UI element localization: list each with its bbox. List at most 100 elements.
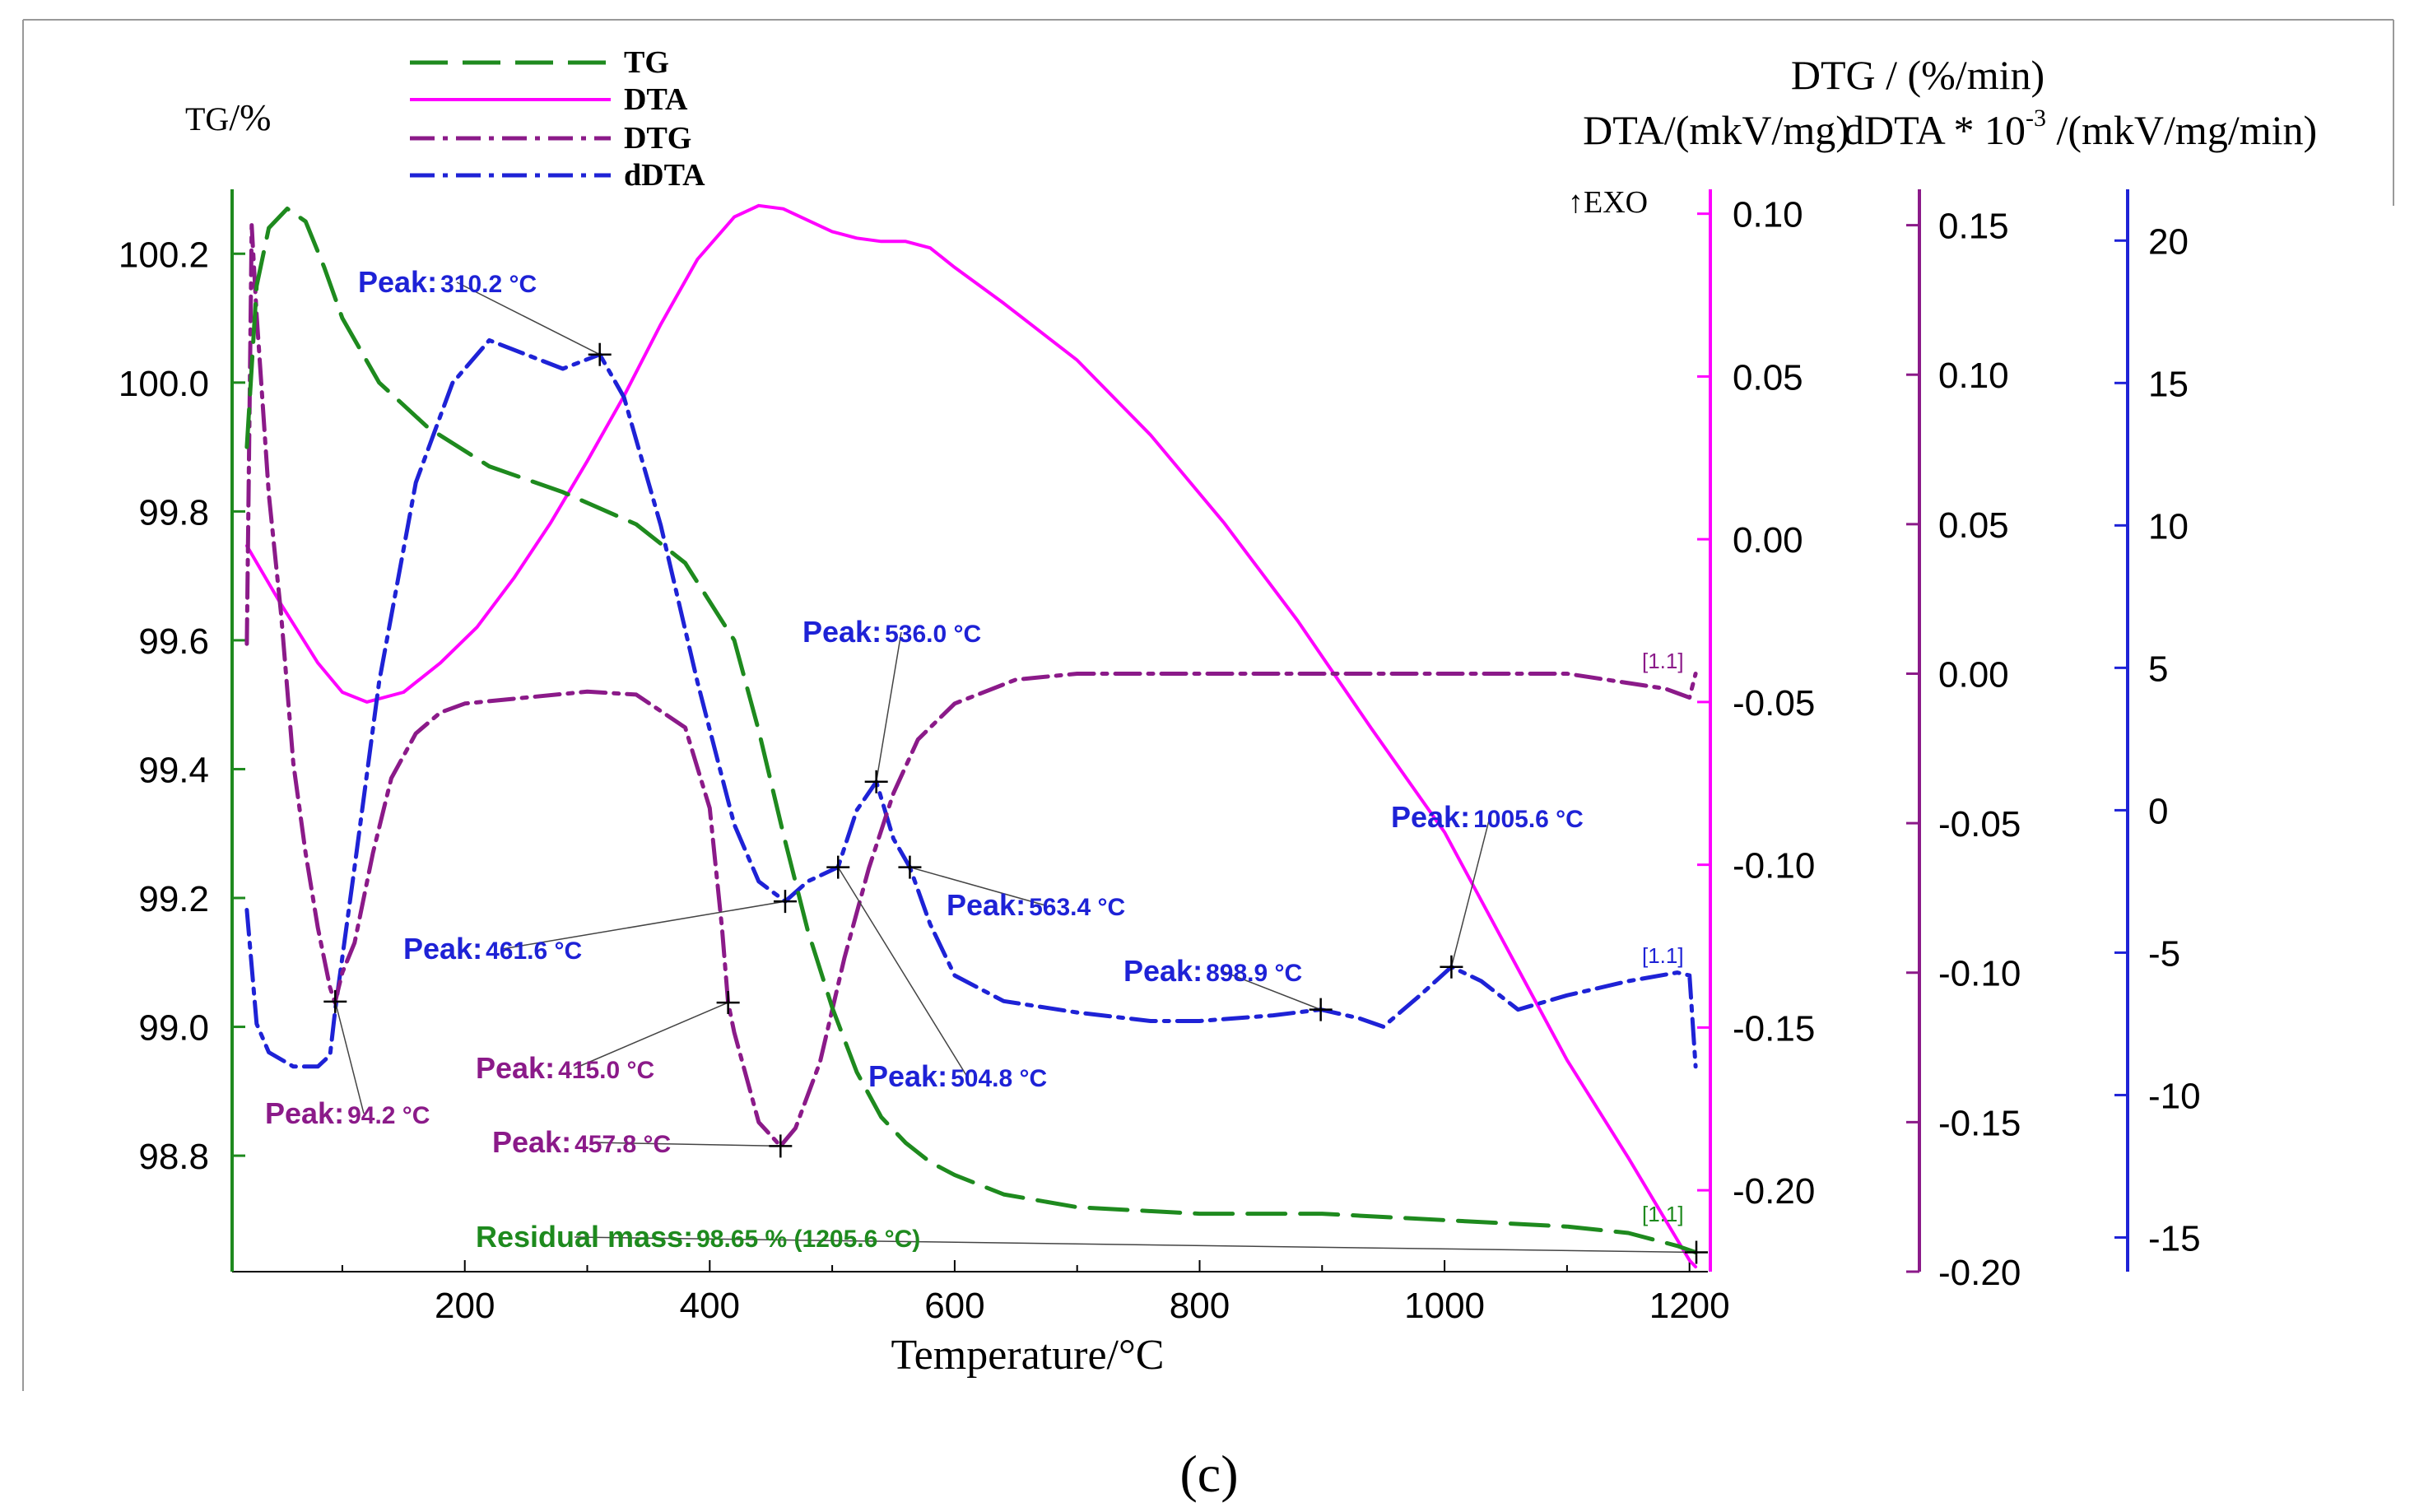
annotation-label: Peak: 310.2 °C <box>358 265 537 299</box>
annotation-label-value: 461.6 °C <box>486 937 582 965</box>
annotation-label-value: 310.2 °C <box>440 271 537 298</box>
annotation-label: Peak: 536.0 °C <box>802 615 981 649</box>
annotation-leader <box>909 866 1046 906</box>
series-tg-line <box>244 207 1698 1254</box>
annotation-label-main: Peak: <box>1123 954 1203 988</box>
dta-tick-label: 0.10 <box>1733 195 1803 235</box>
dtg-axis-label: DTG / (%/min) <box>1791 52 2045 98</box>
series-layer <box>244 203 1698 1269</box>
tg-tick-label: 100.2 <box>119 235 209 275</box>
exo-label: ↑EXO <box>1568 185 1648 220</box>
end-marker-label: [1.1] <box>1642 1202 1684 1226</box>
annotation-leader <box>501 900 786 950</box>
peak-annotation: Peak: 504.8 °C <box>826 855 1047 1093</box>
dtg-tick-label: 0.10 <box>1938 356 2009 396</box>
annotation-label-main: Peak: <box>802 615 882 649</box>
ddta-tick-label: -5 <box>2148 933 2180 974</box>
annotation-label-main: Residual mass: <box>476 1220 693 1254</box>
axes-layer: 200 400 600 800 1000 120098.899.099.299.499.6… <box>119 189 2201 1326</box>
annotation-leader <box>574 1236 1697 1254</box>
dtg-tick-label: -0.15 <box>1938 1103 2021 1143</box>
tg-axis-label-unit: /% <box>229 96 271 138</box>
peak-annotation: Peak: 94.2 °C <box>265 989 430 1130</box>
annotation-leader <box>875 631 902 782</box>
peak-annotation: Peak: 461.6 °C <box>403 890 797 965</box>
annotation-label: Peak: 461.6 °C <box>403 932 582 965</box>
annotation-label-value: 536.0 °C <box>885 621 981 648</box>
legend-item-tg: TG <box>410 45 669 80</box>
dtg-tick-label: -0.05 <box>1938 804 2021 844</box>
legend-label: DTA <box>624 82 688 117</box>
x-tick-label: 1200 <box>1649 1286 1730 1326</box>
annotation-label-value: 898.9 °C <box>1206 960 1302 987</box>
ddta-axis-label-post: /(mkV/mg/min) <box>2046 107 2317 153</box>
peak-annotation: Peak: 536.0 °C <box>802 615 981 793</box>
legend-item-dtg: DTG <box>410 121 691 156</box>
annotation-leader <box>1450 816 1491 967</box>
tg-axis-label-main: TG <box>185 100 229 137</box>
tg-tick-label: 99.6 <box>138 621 209 662</box>
peak-annotation: Peak: 457.8 °C <box>492 1125 793 1159</box>
tg-axis-label: TG/% <box>185 96 271 138</box>
ddta-tick-label: 15 <box>2148 364 2189 404</box>
dtg-tick-label: -0.10 <box>1938 954 2021 994</box>
annotation-label-main: Peak: <box>265 1096 344 1130</box>
tg-tick-label: 99.0 <box>138 1008 209 1049</box>
annotation-leader <box>837 867 968 1077</box>
x-tick-label: 400 <box>680 1286 740 1326</box>
ddta-tick-label: 5 <box>2148 649 2168 689</box>
legend-label: DTG <box>624 121 691 156</box>
tg-tick-label: 100.0 <box>119 364 209 404</box>
annotation-label-value: 504.8 °C <box>951 1065 1047 1092</box>
dta-tick-label: 0.00 <box>1733 520 1803 561</box>
end-marker-label: [1.1] <box>1642 943 1684 968</box>
x-tick-label: 200 <box>435 1286 495 1326</box>
dtg-tick-label: 0.00 <box>1938 654 2009 695</box>
peak-annotation: Peak: 563.4 °C <box>898 855 1125 922</box>
annotation-leader <box>590 1142 781 1147</box>
peak-annotation: Peak: 898.9 °C <box>1123 954 1333 1021</box>
annotation-label: Peak: 457.8 °C <box>492 1125 671 1159</box>
annotation-label-value: 94.2 °C <box>347 1102 430 1129</box>
dta-tick-label: 0.05 <box>1733 357 1803 398</box>
ddta-tick-label: 10 <box>2148 506 2189 547</box>
tg-tick-label: 99.8 <box>138 492 209 533</box>
dta-tick-label: -0.10 <box>1733 846 1815 886</box>
annotation-label: Peak: 898.9 °C <box>1123 954 1302 988</box>
annotation-label: Peak: 415.0 °C <box>476 1051 654 1085</box>
x-tick-label: 600 <box>924 1286 984 1326</box>
peak-annotation: Peak: 1005.6 °C <box>1391 800 1584 979</box>
annotation-label-value: 415.0 °C <box>558 1057 654 1084</box>
ddta-tick-label: 20 <box>2148 221 2189 262</box>
tg-tick-label: 98.8 <box>138 1137 209 1177</box>
annotation-label-value: 457.8 °C <box>575 1131 671 1158</box>
annotation-label-main: Peak: <box>358 265 437 299</box>
ddta-axis-label-sup: -3 <box>2026 105 2046 132</box>
annotation-label: Peak: 1005.6 °C <box>1391 800 1584 834</box>
tg-tick-label: 99.4 <box>138 750 209 790</box>
dtg-tick-label: 0.15 <box>1938 207 2009 247</box>
annotation-leader <box>1221 970 1321 1011</box>
ddta-tick-label: 0 <box>2148 791 2168 831</box>
x-tick-label: 800 <box>1170 1286 1230 1326</box>
panel-caption: (c) <box>1179 1445 1238 1503</box>
dta-tick-label: -0.15 <box>1733 1008 1815 1049</box>
legend-label: TG <box>624 45 669 80</box>
legend-label: dDTA <box>624 158 705 193</box>
annotation-label-main: Peak: <box>1391 800 1470 834</box>
peak-annotation: Peak: 310.2 °C <box>358 265 612 366</box>
end-marker-label: [1.1] <box>1642 649 1684 673</box>
annotation-label-main: Peak: <box>476 1051 555 1085</box>
figure-frame <box>22 19 2394 1391</box>
peak-annotation: Peak: 415.0 °C <box>476 991 740 1085</box>
annotation-label-main: Peak: <box>947 888 1026 922</box>
series-ddta-line <box>244 337 1698 1069</box>
dta-tick-label: -0.05 <box>1733 683 1815 723</box>
ddta-axis-label: dDTA * 10-3 /(mkV/mg/min) <box>1844 105 2317 153</box>
ddta-tick-label: -10 <box>2148 1076 2201 1116</box>
annotation-label: Peak: 563.4 °C <box>947 888 1125 922</box>
series-dta-line <box>244 203 1698 1269</box>
